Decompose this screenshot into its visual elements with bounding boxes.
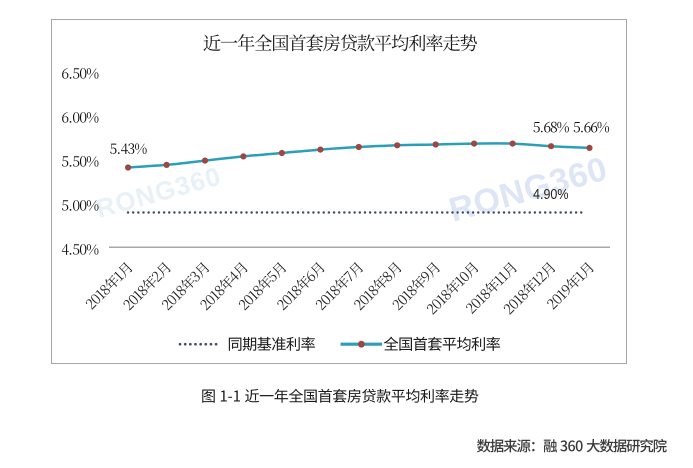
svg-text:4.90%: 4.90% — [533, 187, 569, 203]
